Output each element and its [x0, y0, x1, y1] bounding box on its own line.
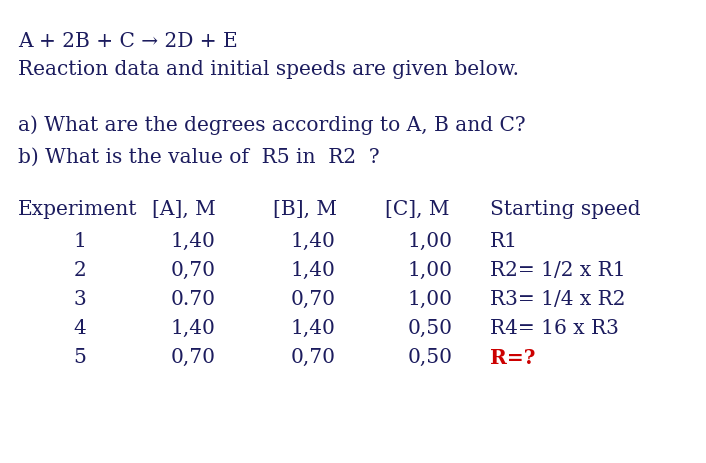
Text: 0,70: 0,70 — [171, 347, 215, 366]
Text: 0,70: 0,70 — [290, 347, 335, 366]
Text: 1: 1 — [73, 232, 86, 250]
Text: b) What is the value of  R5 in  R2  ?: b) What is the value of R5 in R2 ? — [18, 148, 380, 167]
Text: 1,00: 1,00 — [407, 289, 453, 308]
Text: 1,00: 1,00 — [407, 232, 453, 250]
Text: 1,40: 1,40 — [171, 232, 215, 250]
Text: 4: 4 — [73, 319, 86, 337]
Text: R2= 1/2 x R1: R2= 1/2 x R1 — [490, 260, 626, 279]
Text: Starting speed: Starting speed — [490, 200, 640, 219]
Text: 1,40: 1,40 — [291, 232, 335, 250]
Text: 0,70: 0,70 — [290, 289, 335, 308]
Text: 0.70: 0.70 — [171, 289, 215, 308]
Text: 3: 3 — [73, 289, 86, 308]
Text: [C], M: [C], M — [385, 200, 450, 219]
Text: 1,00: 1,00 — [407, 260, 453, 279]
Text: 1,40: 1,40 — [171, 319, 215, 337]
Text: 2: 2 — [73, 260, 86, 279]
Text: Experiment: Experiment — [18, 200, 138, 219]
Text: 5: 5 — [73, 347, 86, 366]
Text: a) What are the degrees according to A, B and C?: a) What are the degrees according to A, … — [18, 115, 526, 134]
Text: R=?: R=? — [490, 347, 535, 367]
Text: Reaction data and initial speeds are given below.: Reaction data and initial speeds are giv… — [18, 60, 519, 79]
Text: [A], M: [A], M — [152, 200, 216, 219]
Text: [B], M: [B], M — [273, 200, 337, 219]
Text: 1,40: 1,40 — [291, 260, 335, 279]
Text: A + 2B + C → 2D + E: A + 2B + C → 2D + E — [18, 32, 238, 51]
Text: 0,50: 0,50 — [407, 347, 453, 366]
Text: R3= 1/4 x R2: R3= 1/4 x R2 — [490, 289, 626, 308]
Text: R1: R1 — [490, 232, 518, 250]
Text: 0,70: 0,70 — [171, 260, 215, 279]
Text: 0,50: 0,50 — [407, 319, 453, 337]
Text: 1,40: 1,40 — [291, 319, 335, 337]
Text: R4= 16 x R3: R4= 16 x R3 — [490, 319, 619, 337]
